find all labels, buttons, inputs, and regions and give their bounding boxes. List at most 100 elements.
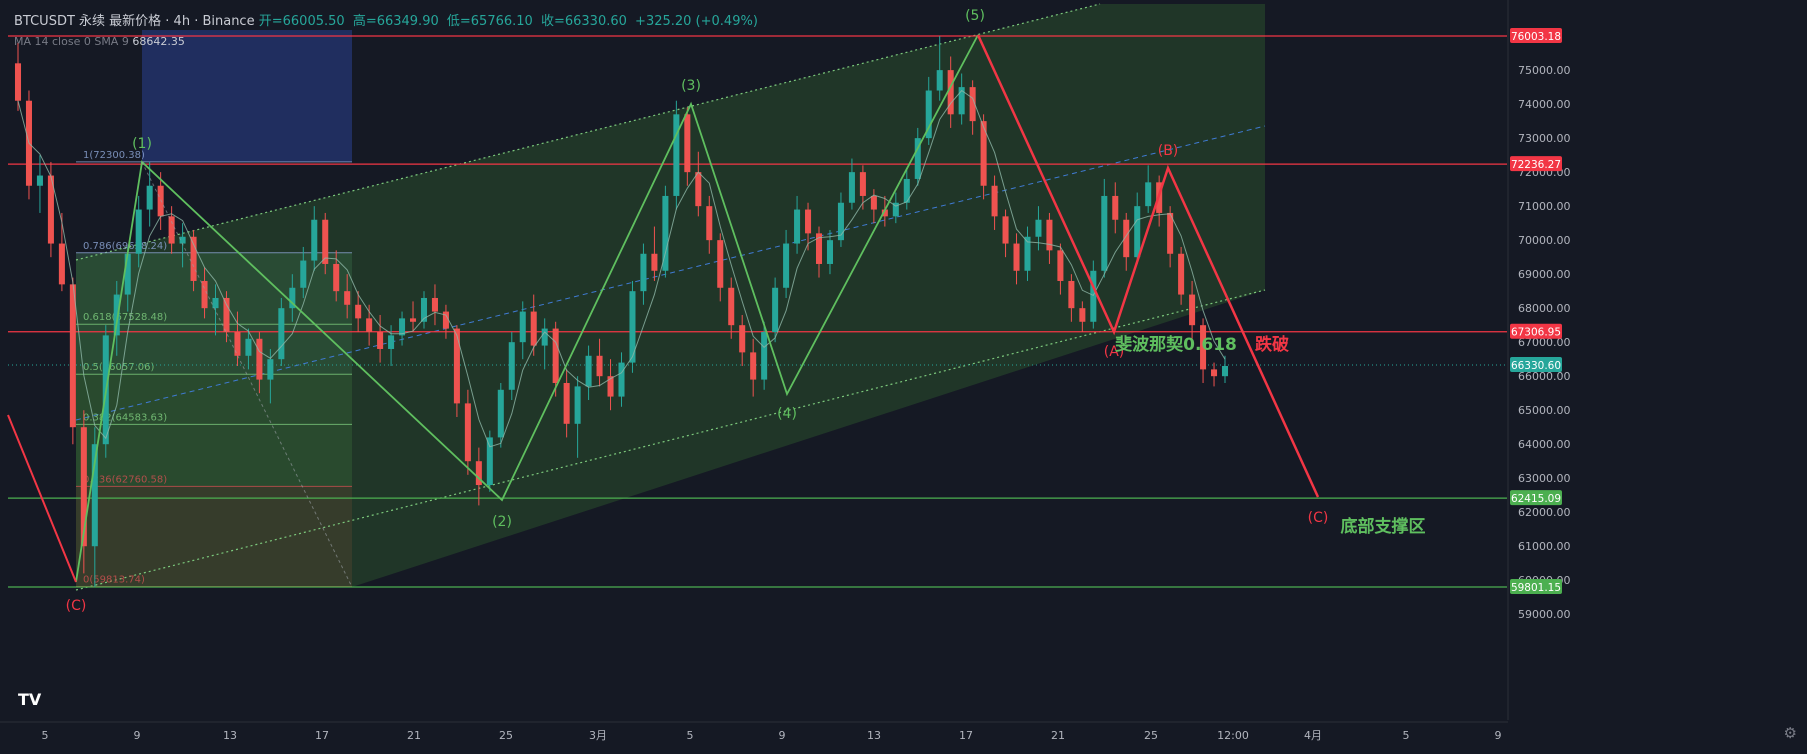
price-tick-label: 62000.00: [1518, 506, 1571, 519]
candle-body: [574, 386, 581, 424]
ohlc-values: 开=66005.50 高=66349.90 低=65766.10 收=66330…: [259, 14, 762, 29]
candle-body: [410, 318, 417, 322]
candle-body: [618, 362, 625, 397]
fib-level-label: 0.618(67528.48): [83, 312, 167, 323]
candle-body: [146, 185, 153, 210]
candle-body: [1178, 253, 1185, 295]
candle-body: [870, 195, 877, 210]
price-tick-label: 74000.00: [1518, 98, 1571, 111]
candle-body: [1123, 219, 1130, 258]
candle-body: [58, 243, 65, 285]
candle-body: [377, 331, 384, 349]
wave-label: (2): [492, 514, 512, 530]
candle-body: [717, 240, 724, 288]
tradingview-logo[interactable]: TV: [18, 690, 42, 709]
candle-body: [508, 342, 515, 390]
candle-body: [47, 175, 54, 244]
candle-body: [179, 236, 186, 244]
time-tick-label: 9: [1495, 729, 1502, 742]
channel-lower-line: [75, 289, 1266, 591]
candle-body: [1167, 212, 1174, 254]
time-tick-label: 3月: [589, 729, 607, 742]
candle-body: [662, 195, 669, 271]
candle-body: [366, 318, 373, 332]
price-tick-label: 75000.00: [1518, 64, 1571, 77]
candle-body: [585, 355, 592, 387]
candle-body: [1002, 216, 1009, 244]
candle-body: [552, 328, 559, 383]
fib-blue-zone: [142, 30, 352, 162]
candle-body: [761, 331, 768, 380]
price-tick-label: 68000.00: [1518, 302, 1571, 315]
candle-body: [475, 461, 482, 486]
candle-body: [695, 172, 702, 207]
change-value: +325.20 (+0.49%): [635, 14, 758, 29]
candle-body: [739, 325, 746, 353]
candle-body: [914, 138, 921, 179]
current-price-tag-label: 66330.60: [1511, 360, 1561, 372]
candle-body: [936, 70, 943, 91]
candle-body: [344, 291, 351, 305]
price-level-tag-label: 59801.15: [1511, 582, 1561, 594]
wave-channel-fill: [76, 4, 1265, 587]
wave-label: (5): [965, 8, 985, 24]
candle-body: [311, 219, 318, 261]
candle-body: [1013, 243, 1020, 271]
symbol-label[interactable]: BTCUSDT 永续 最新价格 · 4h · Binance: [14, 14, 255, 29]
candle-body: [1112, 195, 1119, 220]
time-tick-label: 25: [1144, 729, 1158, 742]
candle-body: [629, 291, 636, 363]
candle-body: [157, 185, 164, 217]
price-level-tag: [1510, 323, 1562, 339]
current-price-tag: [1510, 356, 1562, 372]
candle-body: [815, 233, 823, 264]
fib-green-zone: [76, 374, 352, 487]
candle-body: [750, 352, 757, 380]
candle-body: [980, 121, 987, 186]
price-tick-label: 69000.00: [1518, 268, 1571, 281]
price-axis-bg: [1508, 0, 1807, 750]
price-level-tag-label: 72236.27: [1511, 159, 1561, 171]
candle-body: [947, 70, 954, 115]
candle-body: [234, 331, 241, 356]
candle-body: [124, 253, 131, 295]
candle-body: [673, 114, 680, 196]
candle-body: [541, 328, 548, 346]
time-tick-label: 17: [315, 729, 329, 742]
annotation-breakdown: 跌破: [1255, 334, 1289, 355]
fib-level-label: 0.382(64583.63): [83, 412, 167, 423]
price-tick-label: 65000.00: [1518, 404, 1571, 417]
moving-average-line: [17, 89, 1226, 448]
price-tick-label: 71000.00: [1518, 200, 1571, 213]
candle-body: [69, 284, 76, 428]
candle-body: [245, 338, 252, 356]
candle-body: [442, 311, 449, 329]
candle-body: [420, 297, 428, 322]
close-value: 收=66330.60: [540, 14, 627, 29]
indicator-legend[interactable]: MA 14 close 0 SMA 9 68642.35: [14, 35, 185, 48]
candle-body: [805, 209, 812, 234]
candle-body: [563, 382, 570, 424]
gear-icon[interactable]: ⚙: [1783, 724, 1797, 742]
time-tick-label: 5: [42, 729, 49, 742]
candle-body: [772, 287, 779, 332]
candle-body: [925, 90, 932, 139]
candle-body: [1211, 369, 1218, 377]
fib-diagonal-line: [141, 161, 353, 588]
candle-body: [256, 338, 263, 380]
candle-body: [486, 437, 493, 486]
wave-label: (B): [1158, 143, 1179, 159]
elliott-impulse-line: [75, 34, 979, 583]
fib-level-label: 0.786(69628.24): [83, 241, 167, 252]
candle-body: [596, 355, 603, 377]
annotation-support-zone: 底部支撑区: [1341, 516, 1426, 537]
price-level-tag-label: 62415.09: [1511, 493, 1561, 505]
candle-body: [278, 308, 285, 360]
candle-body: [1057, 250, 1064, 281]
wave-label: (C): [66, 598, 87, 614]
candle-body: [135, 209, 142, 254]
indicator-name: MA 14 close 0 SMA 9: [14, 35, 129, 48]
candle-body: [1189, 294, 1196, 326]
